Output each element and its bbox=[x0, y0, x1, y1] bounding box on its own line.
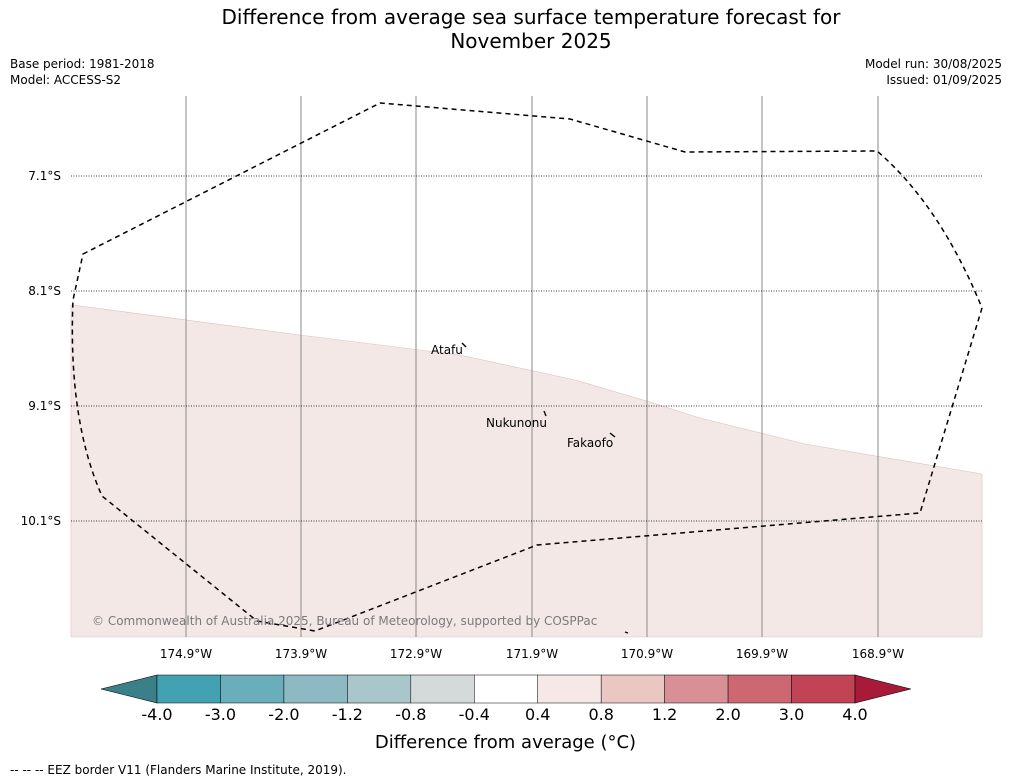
colorbar-tick-label: 2.0 bbox=[715, 705, 741, 724]
eez-border bbox=[71, 102, 983, 632]
colorbar-tick-label: 3.0 bbox=[778, 705, 805, 724]
title-line-2: November 2025 bbox=[450, 29, 612, 53]
lon-label-168-9w: 168.9°W bbox=[851, 647, 905, 661]
base-period: Base period: 1981-2018 bbox=[10, 57, 155, 71]
colorbar-segment bbox=[474, 674, 538, 704]
colorbar-tick-label: -4.0 bbox=[141, 705, 173, 724]
colorbar-title: Difference from average (°C) bbox=[374, 732, 637, 753]
meta-left: Base period: 1981-2018 Model: ACCESS-S2 bbox=[10, 56, 155, 88]
issued-date: Issued: 01/09/2025 bbox=[886, 73, 1002, 87]
lon-label-170-9w: 170.9°W bbox=[620, 647, 674, 661]
anomaly-region bbox=[70, 304, 983, 638]
colorbar-tick-label: 4.0 bbox=[842, 705, 868, 724]
place-fakaofo: Fakaofo bbox=[567, 436, 614, 450]
colorbar-segment bbox=[600, 674, 665, 704]
eez-footnote: -- -- -- EEZ border V11 (Flanders Marine… bbox=[10, 763, 347, 777]
colorbar-tick-label: 0.8 bbox=[588, 705, 614, 724]
title-line-1: Difference from average sea surface temp… bbox=[221, 5, 841, 29]
colorbar-tick-label: -0.4 bbox=[458, 705, 490, 724]
colorbar bbox=[100, 674, 912, 704]
nukunonu-island bbox=[543, 410, 547, 417]
lat-label-10-1s: 10.1°S bbox=[20, 514, 61, 528]
lon-label-172-9w: 172.9°W bbox=[389, 647, 443, 661]
colorbar-segment bbox=[156, 674, 221, 704]
colorbar-segment bbox=[283, 674, 348, 704]
colorbar-segment bbox=[791, 674, 856, 704]
map-title: Difference from average sea surface temp… bbox=[0, 5, 1011, 53]
colorbar-tick-label: -0.8 bbox=[395, 705, 427, 724]
lon-label-169-9w: 169.9°W bbox=[735, 647, 789, 661]
colorbar-segment bbox=[664, 674, 729, 704]
atafu-island bbox=[461, 342, 467, 348]
small-islet bbox=[624, 631, 629, 634]
colorbar-extend-low bbox=[100, 674, 158, 704]
colorbar-extend-high bbox=[854, 674, 912, 704]
colorbar-segment bbox=[220, 674, 285, 704]
colorbar-tick-label: 1.2 bbox=[651, 705, 678, 724]
place-nukunonu: Nukunonu bbox=[486, 416, 547, 430]
colorbar-tick-label: -1.2 bbox=[331, 705, 363, 724]
place-atafu: Atafu bbox=[431, 343, 463, 357]
lat-label-9-1s: 9.1°S bbox=[28, 399, 61, 413]
islands bbox=[461, 342, 629, 634]
colorbar-tick-label: 0.4 bbox=[524, 705, 551, 724]
colorbar-segment bbox=[537, 674, 602, 704]
colorbar-segment bbox=[727, 674, 792, 704]
colorbar-segment bbox=[347, 674, 412, 704]
lon-label-174-9w: 174.9°W bbox=[159, 647, 213, 661]
colorbar-tick-label: -2.0 bbox=[268, 705, 300, 724]
meta-right: Model run: 30/08/2025 Issued: 01/09/2025 bbox=[865, 56, 1002, 88]
copyright-notice: © Commonwealth of Australia 2025, Bureau… bbox=[92, 614, 598, 628]
model-name: Model: ACCESS-S2 bbox=[10, 73, 122, 87]
lon-label-171-9w: 171.9°W bbox=[505, 647, 559, 661]
colorbar-segment bbox=[410, 674, 475, 704]
lon-label-173-9w: 173.9°W bbox=[274, 647, 328, 661]
model-run: Model run: 30/08/2025 bbox=[864, 57, 1002, 71]
lat-label-8-1s: 8.1°S bbox=[28, 284, 61, 298]
parallels bbox=[71, 175, 982, 522]
lat-label-7-1s: 7.1°S bbox=[28, 169, 61, 183]
fakaofo-island bbox=[609, 432, 616, 438]
colorbar-tick-label: -3.0 bbox=[204, 705, 237, 724]
